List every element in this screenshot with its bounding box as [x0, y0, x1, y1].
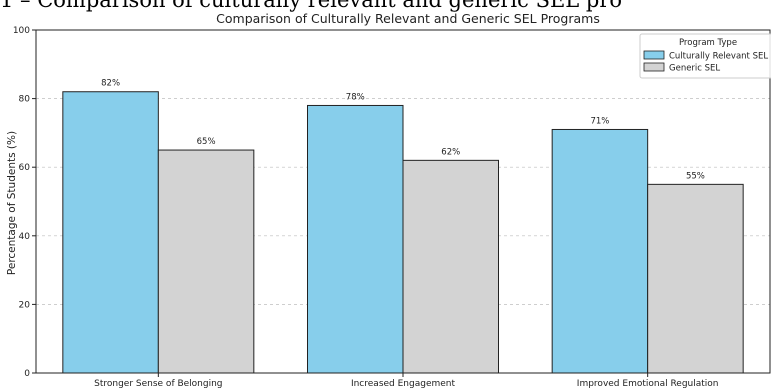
bar-generic-1: [402, 159, 499, 374]
y-tick-label: 20: [19, 300, 31, 310]
legend-box: [639, 33, 771, 79]
legend-title: Program Type: [679, 38, 737, 48]
x-category-label: Stronger Sense of Belonging: [94, 379, 222, 389]
y-tick-label: 60: [19, 163, 31, 173]
data-label: 82%: [101, 79, 120, 89]
x-axis-ticks: Stronger Sense of Belonging Increased Eng…: [94, 373, 719, 389]
legend-label: Culturally Relevant SEL: [669, 52, 768, 62]
y-tick-label: 80: [19, 95, 31, 105]
legend-swatch: [643, 62, 665, 72]
bar-culturally-relevant-2: [551, 128, 649, 374]
chart-title: Comparison of Culturally Relevant and Ge…: [216, 11, 600, 26]
outer-caption: 1 – Comparison of culturally relevant an…: [0, 0, 622, 12]
bar-generic-2: [647, 183, 744, 374]
legend: Program Type Culturally Relevant SEL Gene…: [639, 33, 771, 79]
y-tick-label: 100: [13, 26, 30, 36]
bars: [62, 91, 744, 374]
bar-culturally-relevant-0: [62, 91, 159, 374]
x-category-label: Improved Emotional Regulation: [577, 379, 719, 389]
data-label: 78%: [346, 92, 365, 102]
data-label: 65%: [197, 137, 216, 147]
bar-generic-0: [157, 149, 255, 374]
bar-culturally-relevant-1: [307, 104, 404, 374]
legend-label: Generic SEL: [669, 64, 720, 74]
y-axis-ticks: 0 20 40 60 80 100: [13, 26, 36, 379]
x-category-label: Increased Engagement: [351, 379, 456, 389]
y-tick-label: 0: [24, 369, 30, 379]
data-label: 71%: [590, 116, 609, 126]
y-tick-label: 40: [19, 232, 31, 242]
legend-swatch: [643, 50, 665, 60]
data-labels: 82% 65% 78% 62% 71% 55%: [101, 79, 705, 182]
data-label: 62%: [441, 147, 460, 157]
data-label: 55%: [686, 171, 705, 181]
y-axis-label: Percentage of Students (%): [6, 131, 18, 275]
